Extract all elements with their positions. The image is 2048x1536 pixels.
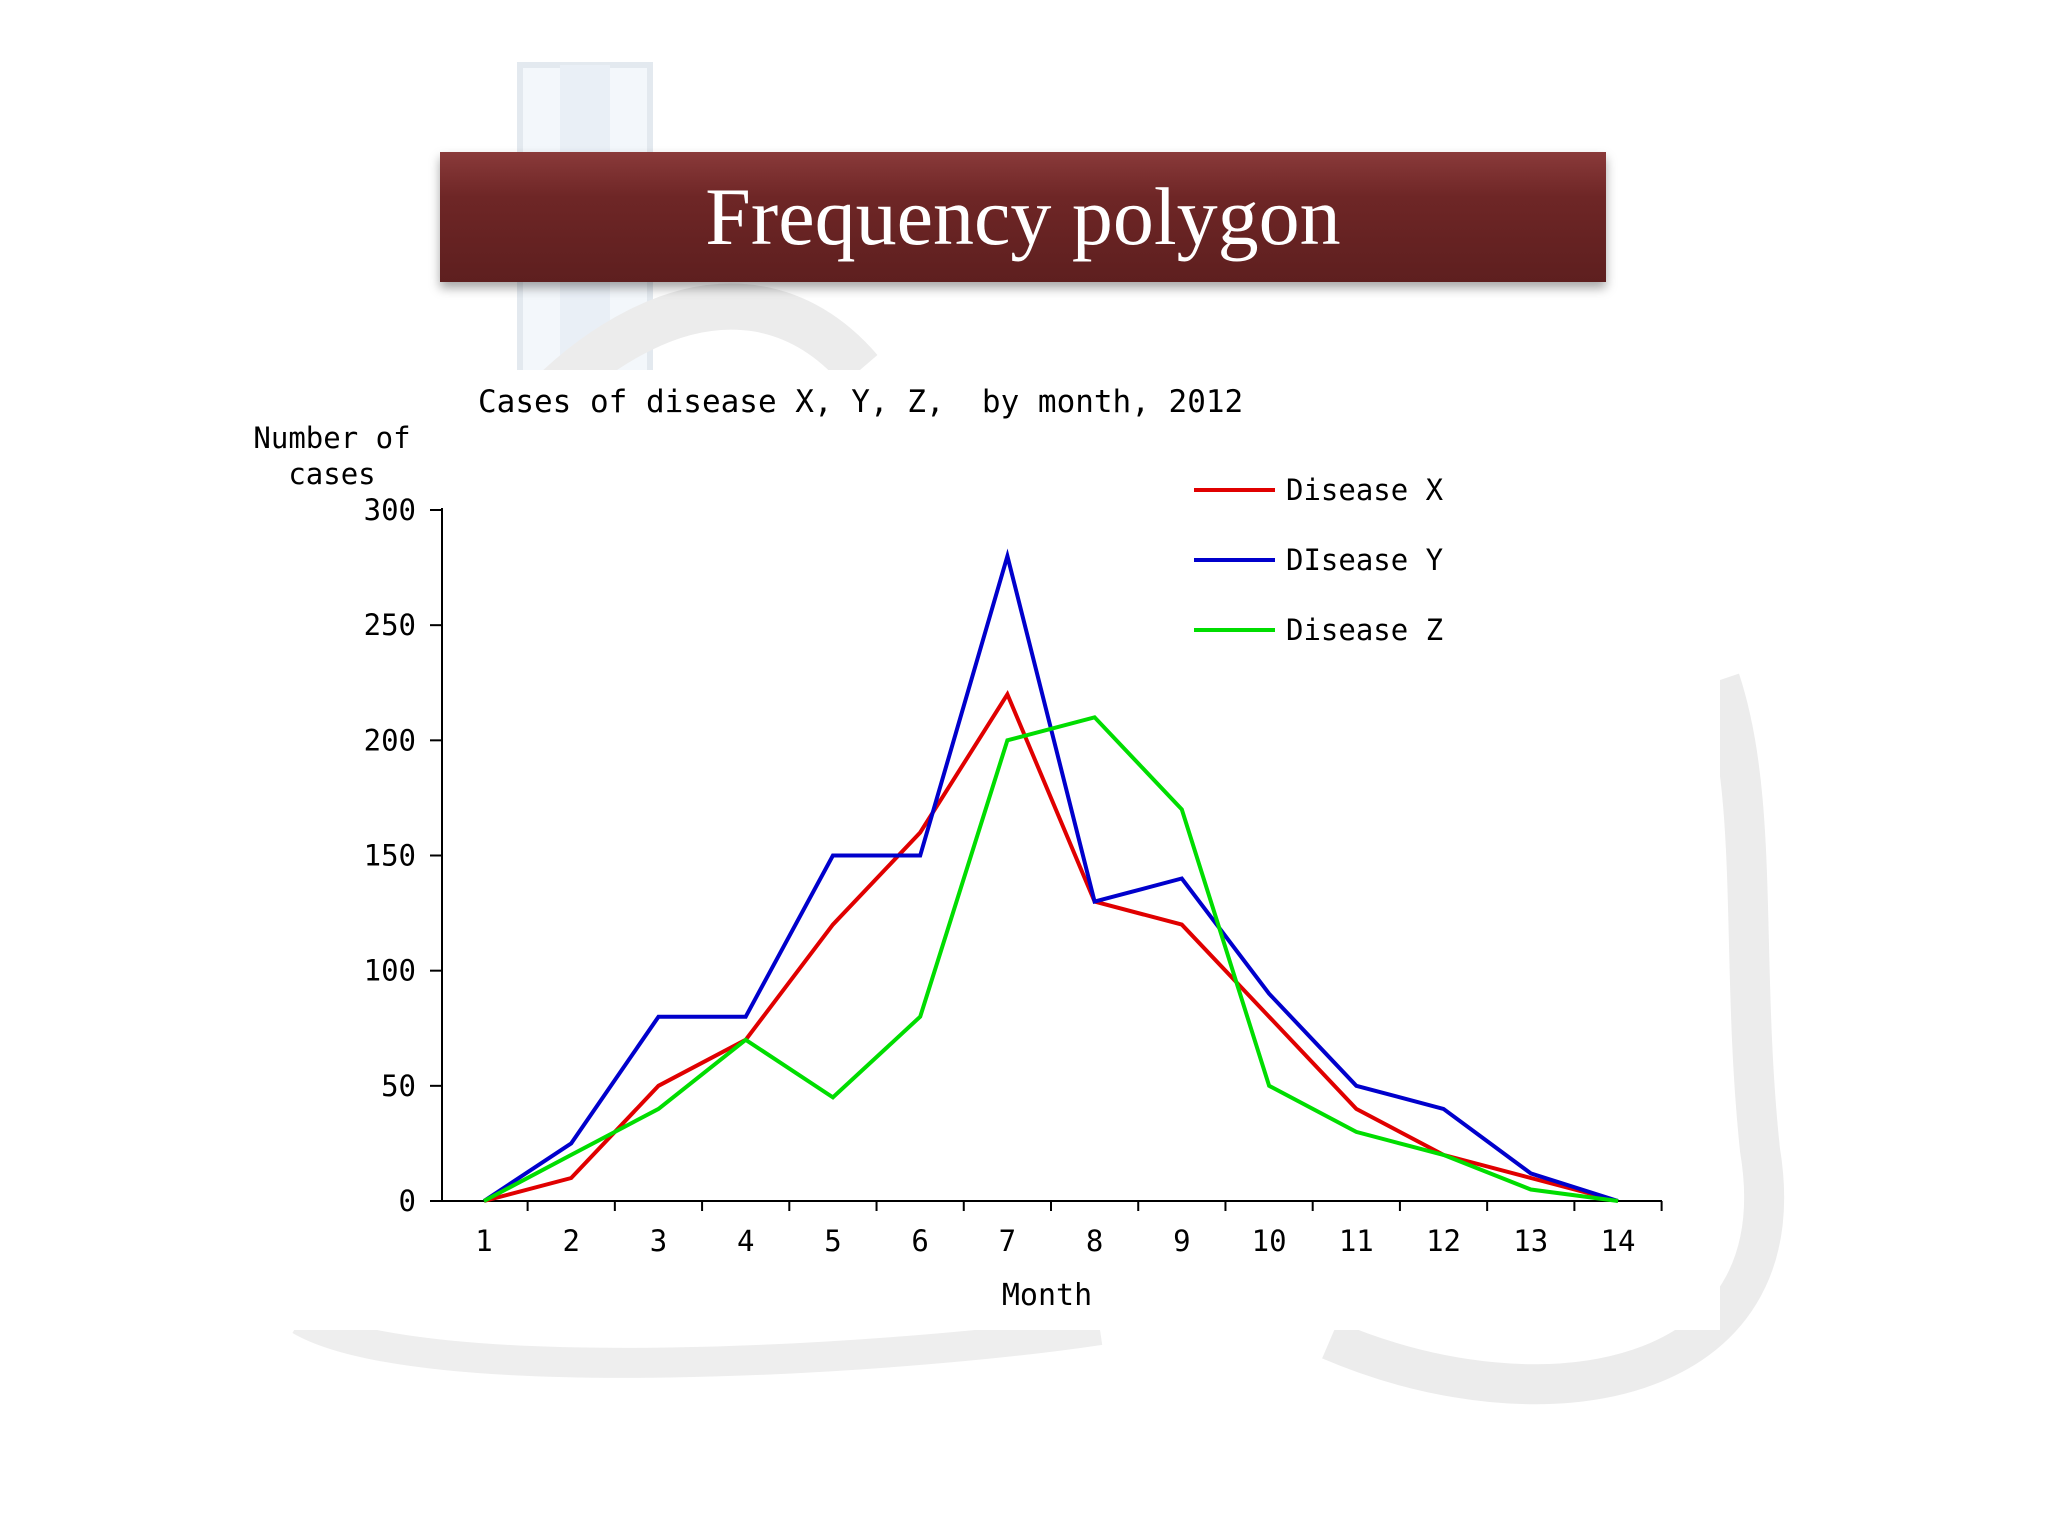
series-line-1 — [483, 689, 1619, 1203]
chart-title: Cases of disease X, Y, Z, by month, 2012 — [478, 384, 1243, 420]
y-tick-label: 0 — [399, 1184, 416, 1218]
y-tick-label: 200 — [364, 723, 416, 757]
series-line-3 — [483, 715, 1619, 1203]
legend: Disease X DIsease Y Disease Z — [1194, 473, 1444, 647]
x-tick-label: 14 — [1601, 1224, 1636, 1258]
x-tick-label: 3 — [650, 1224, 667, 1258]
legend-label: Disease X — [1286, 473, 1444, 507]
chart-panel: Cases of disease X, Y, Z, by month, 2012… — [220, 370, 1720, 1330]
series-lines — [482, 548, 1619, 1203]
line-chart: Cases of disease X, Y, Z, by month, 2012… — [253, 384, 1663, 1313]
y-tick-label: 250 — [364, 608, 416, 642]
legend-label: DIsease Y — [1286, 543, 1443, 577]
x-tick-label: 9 — [1173, 1224, 1190, 1258]
x-tick-label: 5 — [824, 1224, 841, 1258]
x-tick-label: 12 — [1426, 1224, 1461, 1258]
x-tick-label: 7 — [999, 1224, 1016, 1258]
x-tick-label: 6 — [911, 1224, 928, 1258]
x-tick-label: 10 — [1252, 1224, 1287, 1258]
series-line-2 — [482, 548, 1619, 1203]
y-tick-label: 300 — [364, 493, 416, 527]
x-tick-label: 1 — [475, 1224, 492, 1258]
y-tick-label: 150 — [364, 839, 416, 873]
title-banner: Frequency polygon — [440, 152, 1606, 282]
legend-label: Disease Z — [1286, 613, 1443, 647]
x-tick-label: 8 — [1086, 1224, 1103, 1258]
x-tick-label: 11 — [1339, 1224, 1374, 1258]
y-axis-label-line2: cases — [288, 457, 375, 491]
slide-title: Frequency polygon — [705, 171, 1341, 262]
x-axis-label: Month — [1002, 1278, 1092, 1313]
y-tick-label: 50 — [381, 1069, 416, 1103]
x-tick-label: 4 — [737, 1224, 754, 1258]
y-tick-label: 100 — [364, 954, 416, 988]
x-tick-label: 2 — [562, 1224, 579, 1258]
y-axis-label-line1: Number of — [253, 421, 410, 455]
x-tick-label: 13 — [1513, 1224, 1548, 1258]
